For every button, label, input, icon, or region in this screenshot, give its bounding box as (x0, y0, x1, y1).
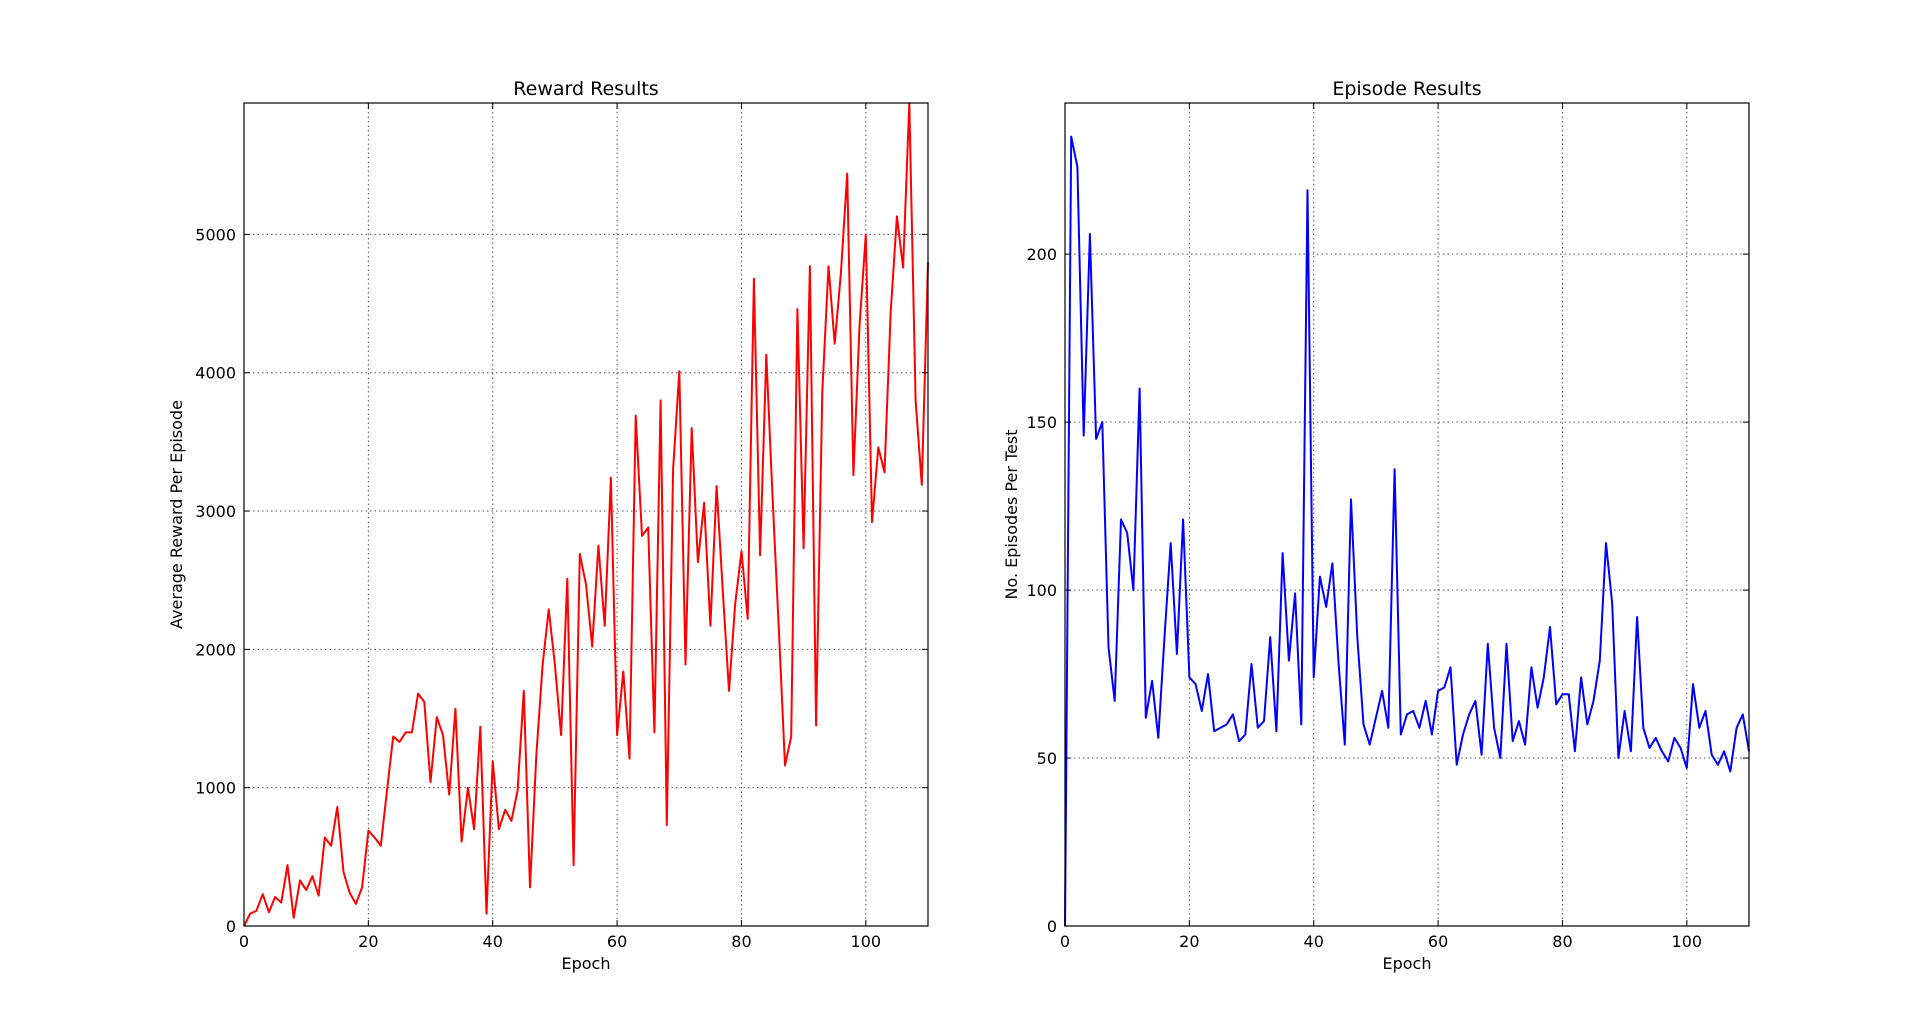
chart1-x-axis-label: Epoch (562, 954, 611, 973)
chart1-ytick-label-5: 5000 (195, 225, 236, 244)
chart1-xtick-label-3: 60 (607, 932, 627, 951)
chart1-ytick-label-0: 0 (226, 917, 236, 936)
chart1-ytick-label-3: 3000 (195, 502, 236, 521)
chart1-ytick-label-4: 4000 (195, 364, 236, 383)
chart2-x-axis-label: Epoch (1383, 954, 1432, 973)
chart1-ytick-label-2: 2000 (195, 640, 236, 659)
chart2-xtick-label-0: 0 (1060, 932, 1070, 951)
chart2-title: Episode Results (1332, 78, 1481, 100)
chart1-xtick-label-5: 100 (851, 932, 882, 951)
chart2-ytick-label-2: 100 (1026, 581, 1057, 600)
chart2-ytick-label-4: 200 (1026, 245, 1057, 264)
chart2-xtick-label-5: 100 (1672, 932, 1703, 951)
chart1-series-line-0 (243, 102, 929, 927)
chart1-y-axis-label: Average Reward Per Episode (167, 400, 186, 629)
chart2: 0 20 40 60 80 100 0 50 100 150 200 Episode Results E… (1002, 78, 1750, 973)
chart2-xtick-label-2: 40 (1304, 932, 1324, 951)
chart2-ytick-label-0: 0 (1047, 917, 1057, 936)
chart1-ytick-label-1: 1000 (195, 779, 236, 798)
chart1-axes-frame (243, 102, 929, 927)
chart2-ytick-label-1: 50 (1037, 749, 1057, 768)
chart1-xtick-label-2: 40 (483, 932, 503, 951)
chart2-ytick-label-3: 150 (1026, 413, 1057, 432)
chart2-xtick-label-1: 20 (1179, 932, 1199, 951)
chart2-series-line-0 (1064, 135, 1750, 927)
chart1-xtick-label-4: 80 (731, 932, 751, 951)
chart1-title: Reward Results (513, 78, 658, 100)
chart1: 0 20 40 60 80 100010002000300040005000Reward … (167, 78, 929, 973)
chart1-xtick-label-1: 20 (358, 932, 378, 951)
chart2-axes-frame (1064, 102, 1750, 927)
chart2-xtick-label-4: 80 (1552, 932, 1572, 951)
chart1-xtick-label-0: 0 (239, 932, 249, 951)
chart2-xtick-label-3: 60 (1428, 932, 1448, 951)
chart2-y-axis-label: No. Episodes Per Test (1002, 430, 1021, 600)
